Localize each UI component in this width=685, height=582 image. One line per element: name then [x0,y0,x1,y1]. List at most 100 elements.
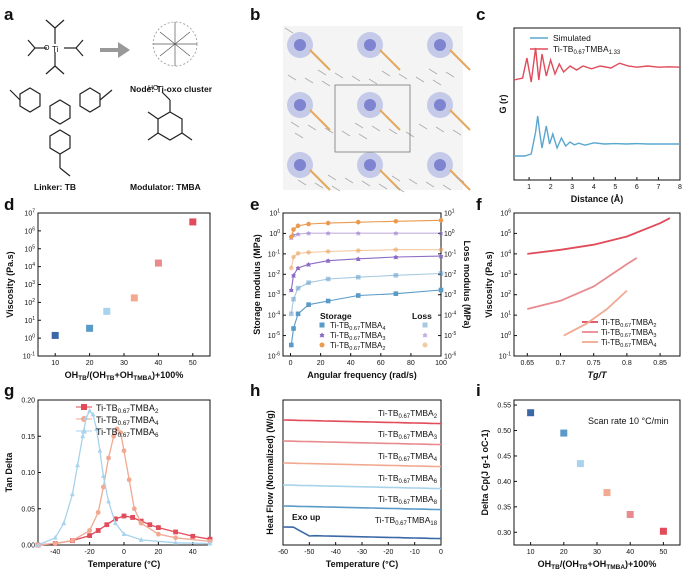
modulus-point [295,265,301,271]
cluster-core [434,39,446,51]
x-tick-label: 20 [317,360,325,367]
modulator-caption: Modulator: TMBA [130,182,201,192]
legend-label: Ti-TB0.67TMBA2 [378,408,437,420]
x-axis-label: Tg/T [588,370,608,380]
tandelta-point [35,542,41,547]
tandelta-point [121,531,127,537]
legend-label: Ti-TB0.67TMBA4 [96,415,159,427]
tandelta-line [37,409,211,546]
plot-frame [37,212,211,357]
panel-g-tandelta-chart: -40 -20 0 20 40 0.00 0.05 0.10 0.15 0.20 Ti-TB0.67… [4,398,213,569]
y-tick-label: 10-1 [444,249,456,258]
ti-isopropoxide-structure [27,19,84,75]
modulator-fragment [398,73,408,80]
legend-label: Ti-TB0.67TMBA1.33 [553,44,621,56]
modulus-point [393,291,399,296]
y-tick-label: 103 [500,270,511,279]
x-axis-label: Temperature (°C) [326,559,398,569]
modulator-fragment [351,75,361,82]
gr-line-1 [513,47,681,83]
x-tick-label: 50 [189,360,197,367]
tandelta-point [130,515,135,520]
legend-marker [422,322,428,328]
tandelta-point [87,533,92,538]
modulator-fragment [334,72,344,79]
x-tick-label: 100 [435,360,447,367]
arrow-icon [100,42,130,58]
y-tick-label: 10-4 [268,311,280,320]
modulus-point [438,247,444,252]
modulator-fragment [358,133,368,140]
tandelta-point [100,473,106,479]
modulator-fragment [307,124,317,131]
x-tick-label: 40 [347,360,355,367]
x-tick-label: 6 [635,184,639,191]
modulus-point [288,234,294,240]
y-tick-label: 107 [24,209,35,218]
tandelta-point [118,430,123,436]
y-tick-label: 102 [500,290,511,299]
x-tick-label: -20 [85,549,95,556]
legend-label: Ti-TB0.67TMBA8 [378,494,438,506]
tandelta-point [61,520,67,526]
tandelta-point [52,534,58,540]
y-tick-label: 100 [269,229,280,238]
modulator-fragment [455,176,465,183]
y-tick-label: 10-3 [444,290,456,299]
tandelta-point [95,509,101,515]
y-tick-label: 0.20 [21,398,35,405]
heatflow-line [282,419,442,425]
tandelta-point [95,528,101,533]
modulus-point [291,326,296,331]
y-tick-label: 103 [24,280,35,289]
linker-caption: Linker: TB [34,182,76,192]
y-axis-label: Tan Delta [4,452,14,493]
data-point [103,307,111,315]
x-tick-label: 40 [189,549,197,556]
panel-h-dsc-chart: -60 -50 -40 -30 -20 -10 0 Ti-TB0.67TMBA2 Ti-TB0.… [265,399,443,569]
tandelta-point [173,539,178,545]
panel-label-c: c [476,5,485,24]
y-tick-label: 100 [444,229,455,238]
y-tick-label: 104 [24,262,35,271]
viscosity-curve [527,257,638,310]
tandelta-point [83,415,89,421]
data-point [626,510,634,518]
modulus-point [306,221,311,227]
data-point [527,409,535,417]
modulator-fragment [321,80,331,87]
legend-label: Ti-TB0.67TMBA3 [378,429,438,441]
tandelta-point [138,520,144,526]
x-tick-label: 5 [613,184,617,191]
y-right-axis-label: Loss modulus (MPa) [462,240,472,328]
ti-oxo-cluster-drawing [152,21,198,67]
y-tick-label: 10-1 [23,352,35,361]
y-tick-label: 10-5 [444,331,456,340]
modulator-fragment [314,182,324,189]
x-tick-label: -30 [357,549,367,556]
data-point [659,527,667,535]
legend-label: Ti-TB0.67TMBA3 [601,328,657,339]
tandelta-point [104,522,110,528]
tandelta-line [37,427,211,546]
tandelta-point [190,533,196,539]
modulus-point [438,271,444,276]
y-axis-label: Viscosity (Pa.s) [484,251,494,317]
modulus-point [291,227,296,232]
tandelta-point [156,531,161,537]
heatflow-line [282,526,442,540]
x-tick-label: 3 [570,184,574,191]
x-tick-label: 10 [527,549,535,556]
y-tick-label: 10-4 [444,311,456,320]
legend-label: Ti-TB0.67TMBA4 [378,451,438,463]
modulator-fragment [354,122,364,129]
y-tick-label: 100 [500,331,511,340]
modulus-point [306,230,312,236]
modulus-line [290,232,441,239]
modulus-point [355,219,361,225]
panel-label-e: e [250,195,259,214]
plot-frame [282,212,442,357]
x-axis-label: Angular frequency (rad/s) [307,370,417,380]
x-tick-label: 0.7 [556,360,566,367]
y-tick-label: 0.30 [497,530,511,537]
